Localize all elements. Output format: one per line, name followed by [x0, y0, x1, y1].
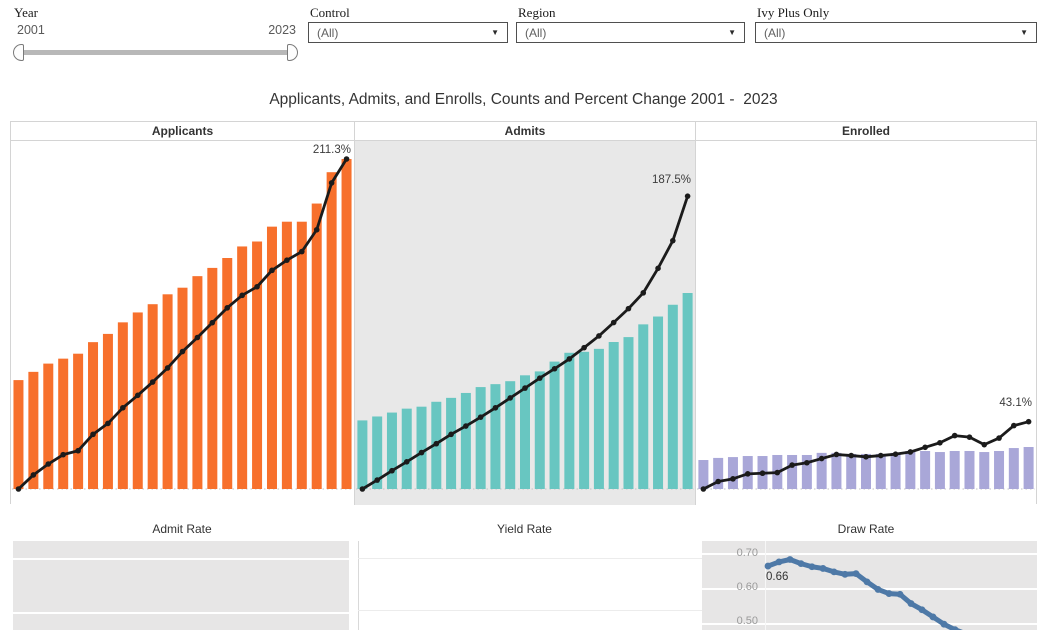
- applicants-chart[interactable]: 211.3%: [11, 141, 355, 505]
- year-min-value: 2001: [17, 23, 45, 37]
- draw-rate-header: Draw Rate: [837, 522, 895, 536]
- admits-chart[interactable]: 187.5%: [355, 141, 696, 505]
- gridline: [358, 610, 702, 611]
- gridline: [358, 558, 702, 559]
- admit-rate-header: Admit Rate: [152, 522, 212, 536]
- gridline: [702, 553, 1037, 555]
- chevron-down-icon: ▼: [491, 27, 499, 37]
- draw-rate-first-value-label: 0.66: [766, 571, 789, 583]
- gridline: [702, 623, 1037, 625]
- year-filter-label: Year: [14, 5, 38, 20]
- yield-rate-chart[interactable]: [349, 541, 702, 630]
- enrolled-panel-header: Enrolled: [696, 122, 1036, 141]
- gridline: [13, 558, 349, 560]
- region-dropdown-value: (All): [525, 25, 547, 40]
- yield-rate-header: Yield Rate: [497, 522, 552, 536]
- chevron-down-icon: ▼: [728, 27, 736, 37]
- control-filter-label: Control: [310, 5, 350, 20]
- counts-chart-grid: Applicants Admits Enrolled 211.3% 187.5%…: [10, 121, 1037, 505]
- enrolled-chart[interactable]: 43.1%: [696, 141, 1036, 505]
- y-axis-tick: 0.70: [736, 547, 758, 559]
- year-slider-handle-left[interactable]: [13, 44, 24, 61]
- gridline: [702, 588, 1037, 590]
- applicants-panel-header: Applicants: [11, 122, 355, 141]
- y-axis-tick: 0.50: [736, 615, 758, 627]
- enrolled-pct-change-label: 43.1%: [999, 397, 1032, 409]
- y-axis-line: [358, 541, 359, 630]
- admit-rate-chart[interactable]: [13, 541, 349, 630]
- rates-chart-grid: Admit Rate Yield Rate Draw Rate 0.70 0.6…: [10, 515, 1037, 630]
- year-slider-track[interactable]: [18, 50, 292, 55]
- region-filter-label: Region: [518, 5, 556, 20]
- chevron-down-icon: ▼: [1020, 27, 1028, 37]
- ivy-plus-dropdown[interactable]: (All) ▼: [755, 22, 1037, 43]
- draw-rate-chart[interactable]: 0.70 0.60 0.50 0.66: [702, 541, 1037, 630]
- region-dropdown[interactable]: (All) ▼: [516, 22, 745, 43]
- year-slider-handle-right[interactable]: [287, 44, 298, 61]
- gridline: [13, 612, 349, 614]
- admits-pct-change-label: 187.5%: [651, 174, 691, 186]
- year-max-value: 2023: [268, 23, 296, 37]
- ivy-plus-filter-label: Ivy Plus Only: [757, 5, 830, 20]
- admits-panel-header: Admits: [355, 122, 696, 141]
- page-title: Applicants, Admits, and Enrolls, Counts …: [269, 91, 778, 108]
- y-axis-line: [765, 541, 766, 630]
- control-dropdown-value: (All): [317, 25, 339, 40]
- ivy-plus-dropdown-value: (All): [764, 25, 786, 40]
- y-axis-tick: 0.60: [736, 581, 758, 593]
- applicants-pct-change-label: 211.3%: [312, 144, 351, 156]
- control-dropdown[interactable]: (All) ▼: [308, 22, 508, 43]
